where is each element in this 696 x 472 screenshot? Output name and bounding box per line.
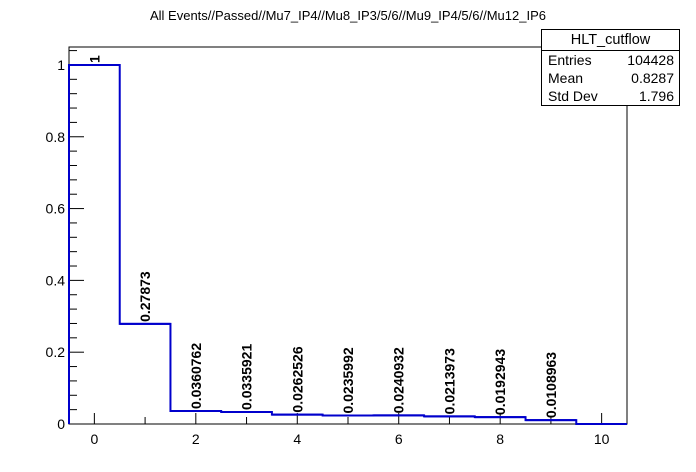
bin-value-label: 0.0108963 — [543, 352, 559, 418]
stats-title: HLT_cutflow — [542, 30, 679, 51]
bin-value-label: 0.0262526 — [289, 346, 305, 412]
chart-title: All Events//Passed//Mu7_IP4//Mu8_IP3/5/6… — [149, 8, 546, 23]
y-tick-label: 0.6 — [46, 201, 66, 217]
x-tick-label: 2 — [192, 431, 200, 447]
x-tick-label: 0 — [90, 431, 98, 447]
y-tick-label: 0 — [57, 416, 65, 432]
bin-value-label: 0.0235992 — [340, 347, 356, 413]
x-tick-label: 10 — [594, 431, 610, 447]
bin-value-label: 1 — [86, 55, 102, 63]
stats-mean-label: Mean — [548, 70, 584, 86]
stats-entries-row: Entries 104428 — [542, 51, 679, 69]
bin-value-label: 0.0360762 — [188, 343, 204, 409]
stats-stddev-value: 1.796 — [638, 88, 674, 104]
stats-stddev-label: Std Dev — [548, 88, 598, 104]
x-tick-label: 4 — [293, 431, 301, 447]
bin-value-label: 0.27873 — [137, 271, 153, 322]
y-tick-label: 0.2 — [46, 344, 66, 360]
y-tick-label: 1 — [57, 57, 65, 73]
y-tick-label: 0.8 — [46, 129, 66, 145]
bin-value-label: 0.0192943 — [492, 349, 508, 415]
bin-value-label: 0.0240932 — [391, 347, 407, 413]
stats-stddev-row: Std Dev 1.796 — [542, 87, 679, 105]
stats-box: HLT_cutflow Entries 104428 Mean 0.8287 S… — [541, 29, 680, 106]
bin-value-label: 0.0335921 — [239, 344, 255, 410]
bin-value-label: 0.0213973 — [441, 348, 457, 414]
stats-mean-row: Mean 0.8287 — [542, 69, 679, 87]
x-tick-label: 6 — [395, 431, 403, 447]
x-tick-label: 8 — [496, 431, 504, 447]
stats-mean-value: 0.8287 — [631, 70, 674, 86]
y-tick-label: 0.4 — [46, 272, 66, 288]
stats-entries-label: Entries — [548, 52, 592, 68]
stats-entries-value: 104428 — [627, 52, 674, 68]
